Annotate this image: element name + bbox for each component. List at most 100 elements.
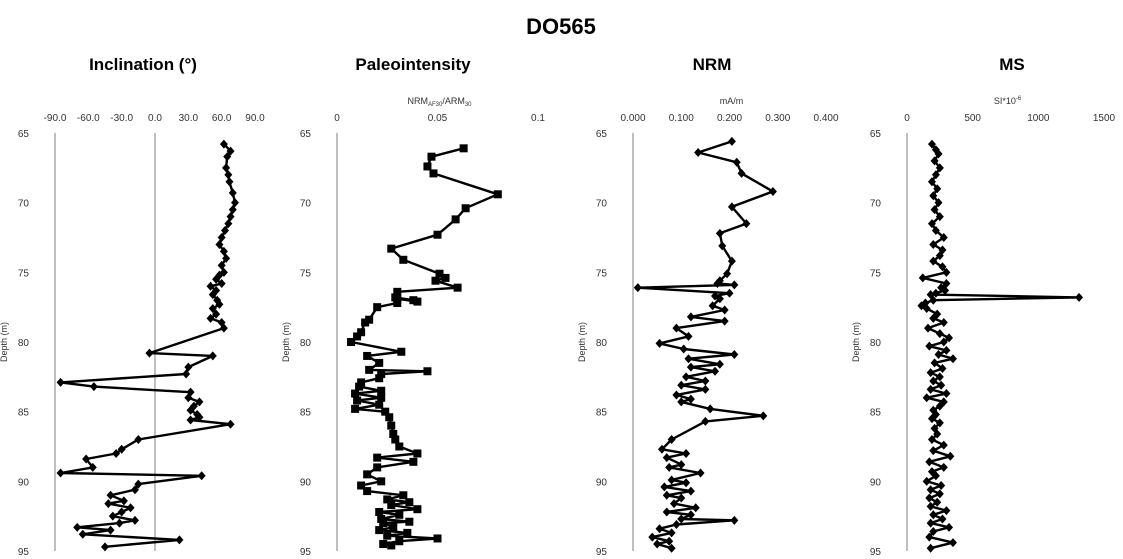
data-point	[715, 359, 724, 369]
data-point	[933, 497, 942, 507]
data-point	[355, 382, 364, 391]
y-tick-label: 85	[596, 408, 608, 419]
y-tick-label: 70	[870, 199, 882, 210]
y-tick-label: 75	[18, 268, 30, 279]
x-tick-label: 0	[904, 113, 910, 124]
data-point	[686, 312, 695, 322]
data-point	[677, 493, 686, 503]
data-point	[373, 303, 382, 312]
data-point	[391, 435, 400, 444]
data-point	[399, 491, 408, 500]
data-point	[694, 148, 703, 158]
data-point	[929, 239, 938, 249]
data-point	[182, 369, 191, 379]
data-point	[357, 481, 366, 490]
data-point	[930, 205, 939, 215]
data-point	[682, 478, 691, 488]
data-point	[927, 414, 936, 424]
data-point	[379, 540, 388, 549]
data-point	[938, 262, 947, 272]
y-tick-label: 80	[18, 338, 30, 349]
data-point	[223, 152, 232, 162]
data-point	[78, 529, 87, 539]
y-axis-label: Depth (m)	[577, 322, 587, 362]
x-tick-label: 0.05	[428, 113, 448, 124]
data-point	[684, 331, 693, 341]
data-point	[186, 415, 195, 425]
data-point	[225, 177, 234, 187]
data-point	[212, 309, 221, 319]
data-point	[387, 421, 396, 430]
data-point	[942, 278, 951, 288]
data-point	[433, 534, 442, 543]
data-point	[929, 256, 938, 266]
data-point	[82, 454, 91, 464]
data-point	[88, 462, 97, 472]
data-point	[720, 305, 729, 315]
data-point	[670, 499, 679, 509]
data-point	[723, 269, 732, 279]
data-point	[184, 362, 193, 372]
y-tick-label: 65	[18, 129, 30, 140]
data-point	[451, 215, 460, 224]
panel-title: Inclination (°)	[89, 55, 197, 74]
data-point	[918, 273, 927, 283]
data-point	[730, 515, 739, 525]
data-point	[715, 294, 724, 304]
data-point	[922, 393, 931, 403]
data-point	[677, 514, 686, 524]
data-point	[715, 228, 724, 238]
series	[56, 139, 239, 552]
data-point	[686, 510, 695, 520]
panel-3: NRM mA/m 0.000 0.100 0.200 0.300 0.400 65 70 75 80…	[577, 55, 839, 558]
data-point	[73, 522, 82, 532]
data-point	[206, 281, 215, 291]
x-tick-label: 0.0	[148, 113, 162, 124]
data-point	[377, 370, 386, 379]
data-point	[931, 170, 940, 180]
data-point	[701, 384, 710, 394]
x-axis-label: SI*10-6	[994, 96, 1022, 106]
data-point	[106, 490, 115, 500]
data-point	[696, 468, 705, 478]
x-tick-label: 0.200	[717, 113, 742, 124]
data-point	[423, 367, 432, 376]
x-axis-label: mA/m	[720, 96, 744, 106]
data-point	[930, 358, 939, 368]
data-point	[939, 317, 948, 327]
data-point	[221, 226, 229, 236]
data-point	[938, 363, 947, 373]
series	[633, 136, 777, 553]
data-point	[361, 318, 370, 327]
y-tick-label: 65	[300, 129, 312, 140]
data-point	[104, 499, 113, 509]
panel-title: MS	[999, 55, 1025, 74]
y-axis-label: Depth (m)	[0, 322, 9, 362]
x-tick-label: 0.000	[620, 113, 645, 124]
x-tick-label: 0.100	[669, 113, 694, 124]
data-point	[948, 354, 957, 364]
data-point	[662, 453, 671, 463]
x-tick-label: 0.300	[765, 113, 790, 124]
data-point	[134, 435, 143, 445]
data-point	[399, 255, 408, 264]
data-point	[737, 168, 746, 178]
data-point	[195, 412, 204, 422]
data-point	[929, 510, 938, 520]
data-point	[226, 419, 235, 429]
data-point	[215, 239, 224, 249]
data-point	[395, 442, 404, 451]
data-point	[935, 401, 944, 411]
data-point	[351, 404, 360, 413]
data-point	[347, 338, 356, 346]
y-tick-label: 70	[300, 199, 312, 210]
data-point	[117, 444, 126, 454]
data-point	[389, 429, 398, 438]
data-point	[208, 351, 217, 361]
data-point	[228, 205, 237, 215]
data-point	[222, 163, 231, 173]
data-point	[939, 440, 948, 450]
data-point	[653, 539, 662, 549]
x-tick-label: 1500	[1093, 113, 1116, 124]
data-point	[119, 496, 128, 506]
